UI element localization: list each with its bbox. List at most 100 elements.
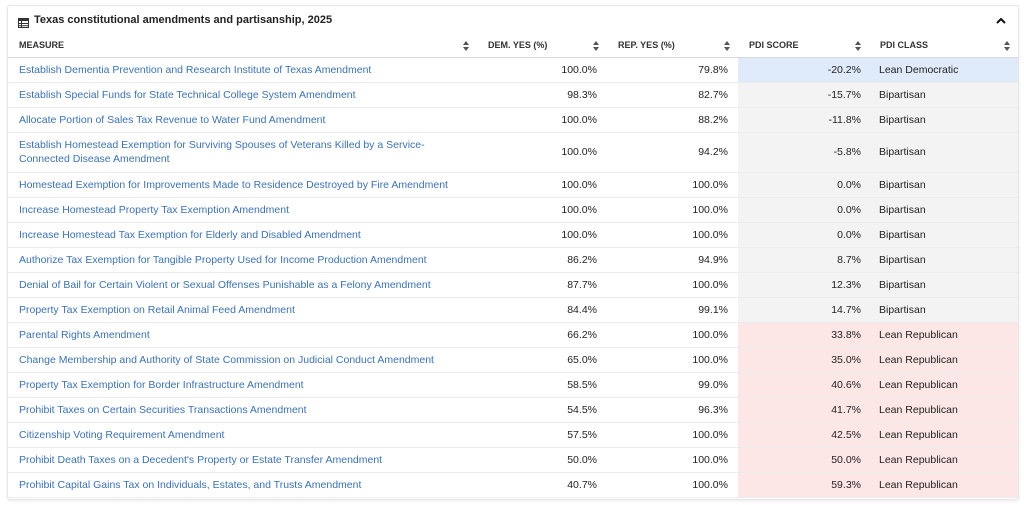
measure-link[interactable]: Establish Homestead Exemption for Surviv… [8,132,477,173]
pdi-score-value: 40.6% [738,372,869,398]
pdi-score-value: 35.0% [738,347,869,373]
dem-yes-value: 66.2% [477,322,607,348]
dem-yes-value: 100.0% [477,57,607,83]
pdi-class-value: Lean Democratic [869,57,1018,83]
rep-yes-value: 82.7% [607,82,738,108]
dem-yes-value: 100.0% [477,107,607,133]
pdi-class-value: Lean Republican [869,322,1018,348]
pdi-score-value: -20.2% [738,57,869,83]
table-body: Establish Dementia Prevention and Resear… [8,57,1018,498]
table-row: Establish Homestead Exemption for Surviv… [8,132,1018,173]
dem-yes-value: 57.5% [477,422,607,448]
measure-link[interactable]: Establish Dementia Prevention and Resear… [8,57,477,83]
measure-link[interactable]: Homestead Exemption for Improvements Mad… [8,172,477,198]
column-header-dem-yes[interactable]: DEM. YES (%) [477,34,607,58]
table-row: Prohibit Taxes on Certain Securities Tra… [8,397,1018,423]
pdi-score-value: 0.0% [738,222,869,248]
pdi-score-value: 0.0% [738,172,869,198]
rep-yes-value: 88.2% [607,107,738,133]
dem-yes-value: 98.3% [477,82,607,108]
table-row: Change Membership and Authority of State… [8,347,1018,373]
rep-yes-value: 99.0% [607,372,738,398]
measure-link[interactable]: Increase Homestead Property Tax Exemptio… [8,197,477,223]
pdi-score-value: 59.3% [738,472,869,498]
pdi-score-value: 50.0% [738,447,869,473]
chevron-up-icon[interactable] [994,13,1008,27]
sort-icon[interactable] [855,41,861,51]
rep-yes-value: 100.0% [607,447,738,473]
table-row: Authorize Tax Exemption for Tangible Pro… [8,247,1018,273]
rep-yes-value: 100.0% [607,222,738,248]
table-row: Denial of Bail for Certain Violent or Se… [8,272,1018,298]
panel-header[interactable]: Texas constitutional amendments and part… [8,6,1018,34]
measure-link[interactable]: Property Tax Exemption for Border Infras… [8,372,477,398]
rep-yes-value: 99.1% [607,297,738,323]
measure-link[interactable]: Prohibit Death Taxes on a Decedent's Pro… [8,447,477,473]
pdi-class-value: Lean Republican [869,372,1018,398]
rep-yes-value: 79.8% [607,57,738,83]
rep-yes-value: 100.0% [607,172,738,198]
measure-link[interactable]: Denial of Bail for Certain Violent or Se… [8,272,477,298]
dem-yes-value: 100.0% [477,172,607,198]
column-header-measure[interactable]: MEASURE [8,34,477,58]
pdi-score-value: 14.7% [738,297,869,323]
rep-yes-value: 100.0% [607,347,738,373]
pdi-class-value: Lean Republican [869,472,1018,498]
sort-icon[interactable] [1004,41,1010,51]
rep-yes-value: 100.0% [607,197,738,223]
measure-link[interactable]: Increase Homestead Tax Exemption for Eld… [8,222,477,248]
dem-yes-value: 100.0% [477,222,607,248]
pdi-score-value: -5.8% [738,132,869,173]
rep-yes-value: 100.0% [607,472,738,498]
table-row: Citizenship Voting Requirement Amendment… [8,422,1018,448]
dem-yes-value: 100.0% [477,132,607,173]
column-header-rep-yes[interactable]: REP. YES (%) [607,34,738,58]
sort-icon[interactable] [724,41,730,51]
dem-yes-value: 84.4% [477,297,607,323]
pdi-score-value: 33.8% [738,322,869,348]
pdi-class-value: Bipartisan [869,82,1018,108]
dem-yes-value: 86.2% [477,247,607,273]
measure-link[interactable]: Prohibit Capital Gains Tax on Individual… [8,472,477,498]
dem-yes-value: 58.5% [477,372,607,398]
measure-link[interactable]: Allocate Portion of Sales Tax Revenue to… [8,107,477,133]
results-table: MEASURE DEM. YES (%) REP. YES (%) PDI SC… [8,34,1018,498]
pdi-score-value: 0.0% [738,197,869,223]
rep-yes-value: 96.3% [607,397,738,423]
column-header-pdi-class[interactable]: PDI CLASS [869,34,1018,58]
dem-yes-value: 87.7% [477,272,607,298]
sort-icon[interactable] [593,41,599,51]
pdi-score-value: 42.5% [738,422,869,448]
measure-link[interactable]: Change Membership and Authority of State… [8,347,477,373]
dem-yes-value: 50.0% [477,447,607,473]
rep-yes-value: 94.2% [607,132,738,173]
pdi-class-value: Bipartisan [869,222,1018,248]
table-row: Property Tax Exemption for Border Infras… [8,372,1018,398]
table-row: Property Tax Exemption on Retail Animal … [8,297,1018,323]
pdi-class-value: Lean Republican [869,447,1018,473]
table-icon [18,15,29,28]
table-row: Establish Special Funds for State Techni… [8,82,1018,108]
table-row: Prohibit Death Taxes on a Decedent's Pro… [8,447,1018,473]
column-header-pdi-score[interactable]: PDI SCORE [738,34,869,58]
pdi-class-value: Bipartisan [869,197,1018,223]
table-row: Increase Homestead Property Tax Exemptio… [8,197,1018,223]
rep-yes-value: 100.0% [607,422,738,448]
pdi-class-value: Bipartisan [869,247,1018,273]
measure-link[interactable]: Prohibit Taxes on Certain Securities Tra… [8,397,477,423]
panel-title-wrap: Texas constitutional amendments and part… [18,14,333,28]
table-row: Establish Dementia Prevention and Resear… [8,57,1018,83]
pdi-class-value: Bipartisan [869,107,1018,133]
measure-link[interactable]: Property Tax Exemption on Retail Animal … [8,297,477,323]
pdi-class-value: Lean Republican [869,422,1018,448]
pdi-class-value: Lean Republican [869,397,1018,423]
pdi-class-value: Bipartisan [869,172,1018,198]
measure-link[interactable]: Citizenship Voting Requirement Amendment [8,422,477,448]
measure-link[interactable]: Parental Rights Amendment [8,322,477,348]
panel-title: Texas constitutional amendments and part… [34,14,333,26]
pdi-class-value: Bipartisan [869,272,1018,298]
measure-link[interactable]: Authorize Tax Exemption for Tangible Pro… [8,247,477,273]
pdi-class-value: Bipartisan [869,132,1018,173]
sort-icon[interactable] [463,41,469,51]
measure-link[interactable]: Establish Special Funds for State Techni… [8,82,477,108]
